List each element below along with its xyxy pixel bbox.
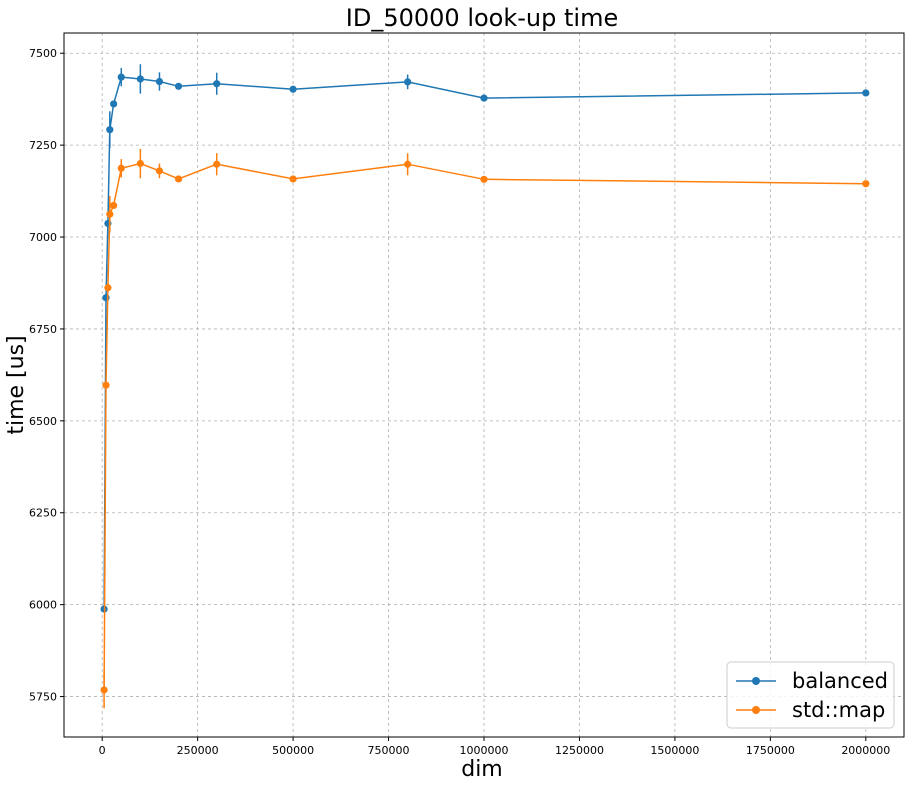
data-point-std-map-9 (213, 160, 221, 168)
plot-frame (63, 32, 905, 738)
data-point-std-map-6 (136, 159, 144, 168)
series-balanced (100, 64, 870, 613)
x-tick-label-8: 2000000 (841, 744, 890, 757)
data-point-balanced-9 (213, 80, 221, 88)
x-tick-label-1: 250000 (177, 744, 219, 757)
y-tick-label-7: 7500 (29, 47, 57, 60)
y-tick-label-1: 6000 (29, 599, 57, 612)
y-tick-label-5: 7000 (29, 231, 57, 244)
data-point-balanced-1 (102, 294, 110, 302)
legend-marker-std-map (752, 706, 760, 714)
x-tick-label-4: 1000000 (460, 744, 509, 757)
data-point-std-map-0 (100, 686, 108, 694)
data-point-std-map-7 (155, 167, 164, 175)
data-point-std-map-12 (480, 175, 488, 183)
x-axis-label: dim (461, 757, 503, 782)
series-line-std-map (103, 162, 866, 690)
data-point-balanced-5 (117, 73, 125, 81)
series-group (100, 64, 870, 709)
y-tick-label-2: 6250 (29, 507, 57, 520)
data-point-balanced-3 (106, 126, 114, 134)
y-tick-label-4: 6750 (29, 323, 57, 336)
data-point-std-map-2 (104, 284, 112, 292)
x-tick-label-3: 750000 (368, 744, 410, 757)
legend-marker-balanced (752, 677, 760, 685)
data-point-balanced-7 (155, 77, 164, 86)
data-point-balanced-10 (289, 85, 297, 93)
data-point-std-map-5 (117, 164, 125, 172)
data-point-balanced-6 (136, 75, 144, 83)
x-tick-label-7: 1750000 (746, 744, 795, 757)
data-point-balanced-13 (862, 89, 870, 97)
legend-box (726, 661, 895, 729)
legend-label-balanced: balanced (792, 669, 888, 693)
legend-label-std-map: std::map (792, 698, 885, 722)
y-tick-label-0: 5750 (29, 691, 57, 704)
data-point-std-map-13 (862, 180, 870, 188)
x-tick-label-2: 500000 (272, 744, 314, 757)
legend: balanced std::map (726, 661, 895, 729)
y-tick-label-6: 7250 (29, 139, 57, 152)
data-point-std-map-4 (110, 201, 118, 210)
data-point-std-map-8 (174, 175, 183, 183)
x-tick-label-0: 0 (99, 744, 106, 757)
grid-lines (64, 33, 904, 737)
series-std-map (100, 148, 870, 709)
data-point-balanced-8 (174, 82, 183, 90)
data-point-std-map-10 (289, 175, 297, 183)
x-axis-ticks: 0 250000 500000 750000 1000000 1250000 1500000… (99, 737, 890, 757)
y-tick-label-3: 6500 (29, 415, 57, 428)
y-axis-ticks: 5750 6000 6250 6500 6750 7000 7250 7500 (29, 47, 64, 704)
y-axis-label: time [us] (4, 335, 29, 434)
series-line-balanced (103, 76, 866, 610)
data-point-std-map-11 (404, 160, 412, 168)
x-tick-label-6: 1500000 (650, 744, 699, 757)
chart-title: ID_50000 look-up time (346, 4, 618, 32)
x-tick-label-5: 1250000 (555, 744, 604, 757)
data-point-std-map-1 (102, 381, 110, 389)
data-point-std-map-3 (106, 210, 114, 218)
data-point-balanced-11 (404, 78, 412, 86)
data-point-balanced-4 (110, 100, 118, 108)
data-point-balanced-12 (480, 94, 488, 102)
